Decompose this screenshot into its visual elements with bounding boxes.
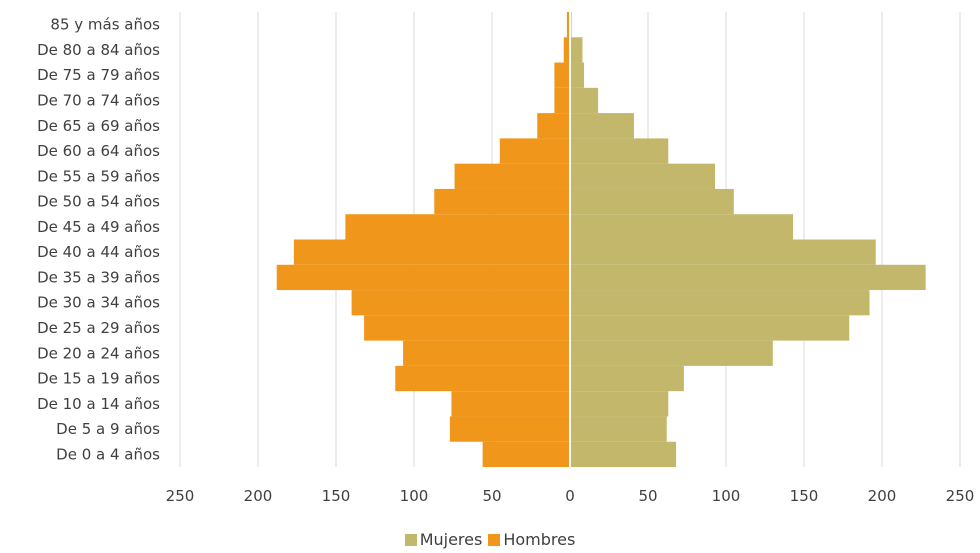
category-label: De 20 a 24 años <box>37 344 160 362</box>
bar-hombres <box>351 290 570 316</box>
bar-mujeres <box>570 416 667 442</box>
x-tick-label: 100 <box>400 487 429 505</box>
category-label: De 75 a 79 años <box>37 66 160 84</box>
x-tick-label: 50 <box>638 487 657 505</box>
category-label: De 0 a 4 años <box>56 445 160 463</box>
x-tick-label: 50 <box>482 487 501 505</box>
bar-hombres <box>403 340 570 366</box>
category-label: De 25 a 29 años <box>37 319 160 337</box>
bar-hombres <box>482 441 570 467</box>
bar-mujeres <box>570 37 583 63</box>
bar-hombres <box>451 391 570 417</box>
x-tick-label: 250 <box>166 487 195 505</box>
legend-swatch-mujeres <box>404 533 417 546</box>
bar-mujeres <box>570 391 669 417</box>
bar-hombres <box>554 62 570 88</box>
category-label: De 35 a 39 años <box>37 268 160 286</box>
series-hombres-bars <box>276 12 570 467</box>
x-tick-label: 100 <box>712 487 741 505</box>
bar-mujeres <box>570 264 926 291</box>
x-tick-labels: 250 200 150 100 50 0 50 100 150 200 250 <box>166 487 975 505</box>
bar-hombres <box>563 37 570 63</box>
bar-hombres <box>276 264 570 291</box>
category-label: De 15 a 19 años <box>37 370 160 388</box>
bar-mujeres <box>570 441 677 467</box>
category-label: De 45 a 49 años <box>37 218 160 236</box>
bar-mujeres <box>570 315 850 341</box>
bar-hombres <box>454 163 570 189</box>
x-tick-label: 250 <box>946 487 975 505</box>
category-label: De 30 a 34 años <box>37 294 160 312</box>
bar-hombres <box>554 87 570 114</box>
bar-mujeres <box>570 188 734 215</box>
bar-mujeres <box>570 138 669 164</box>
bar-hombres <box>345 214 570 240</box>
category-label: 85 y más años <box>50 16 160 34</box>
x-tick-label: 0 <box>565 487 575 505</box>
x-tick-label: 200 <box>868 487 897 505</box>
bar-mujeres <box>570 62 585 88</box>
legend-label-hombres: Hombres <box>503 530 576 549</box>
bar-hombres <box>499 138 570 164</box>
legend: Mujeres Hombres <box>0 530 980 549</box>
bar-mujeres <box>570 113 634 139</box>
category-label: De 60 a 64 años <box>37 142 160 160</box>
x-tick-label: 150 <box>790 487 819 505</box>
x-tick-label: 200 <box>244 487 273 505</box>
category-labels: 85 y más años De 80 a 84 años De 75 a 79 a… <box>37 16 160 464</box>
bar-hombres <box>537 113 570 139</box>
bar-hombres <box>434 188 570 215</box>
bar-mujeres <box>570 163 716 189</box>
category-label: De 50 a 54 años <box>37 193 160 211</box>
bar-mujeres <box>570 290 870 316</box>
bar-hombres <box>449 416 570 442</box>
bar-mujeres <box>570 214 794 240</box>
bar-mujeres <box>570 340 773 366</box>
category-label: De 65 a 69 años <box>37 117 160 135</box>
category-label: De 70 a 74 años <box>37 91 160 109</box>
bar-hombres <box>293 239 570 265</box>
series-mujeres-bars <box>570 12 926 467</box>
category-label: De 10 a 14 años <box>37 395 160 413</box>
x-tick-label: 150 <box>322 487 351 505</box>
bar-mujeres <box>570 239 876 265</box>
bar-hombres <box>566 12 570 38</box>
bar-hombres <box>364 315 570 341</box>
bar-mujeres <box>570 87 599 114</box>
category-label: De 80 a 84 años <box>37 41 160 59</box>
category-label: De 40 a 44 años <box>37 243 160 261</box>
legend-label-mujeres: Mujeres <box>419 530 483 549</box>
legend-item-hombres: Hombres <box>488 530 575 549</box>
bar-mujeres <box>570 365 684 392</box>
category-label: De 55 a 59 años <box>37 167 160 185</box>
legend-item-mujeres: Mujeres <box>404 530 483 549</box>
category-label: De 5 a 9 años <box>56 420 160 438</box>
legend-swatch-hombres <box>488 533 501 546</box>
bar-hombres <box>395 365 570 392</box>
